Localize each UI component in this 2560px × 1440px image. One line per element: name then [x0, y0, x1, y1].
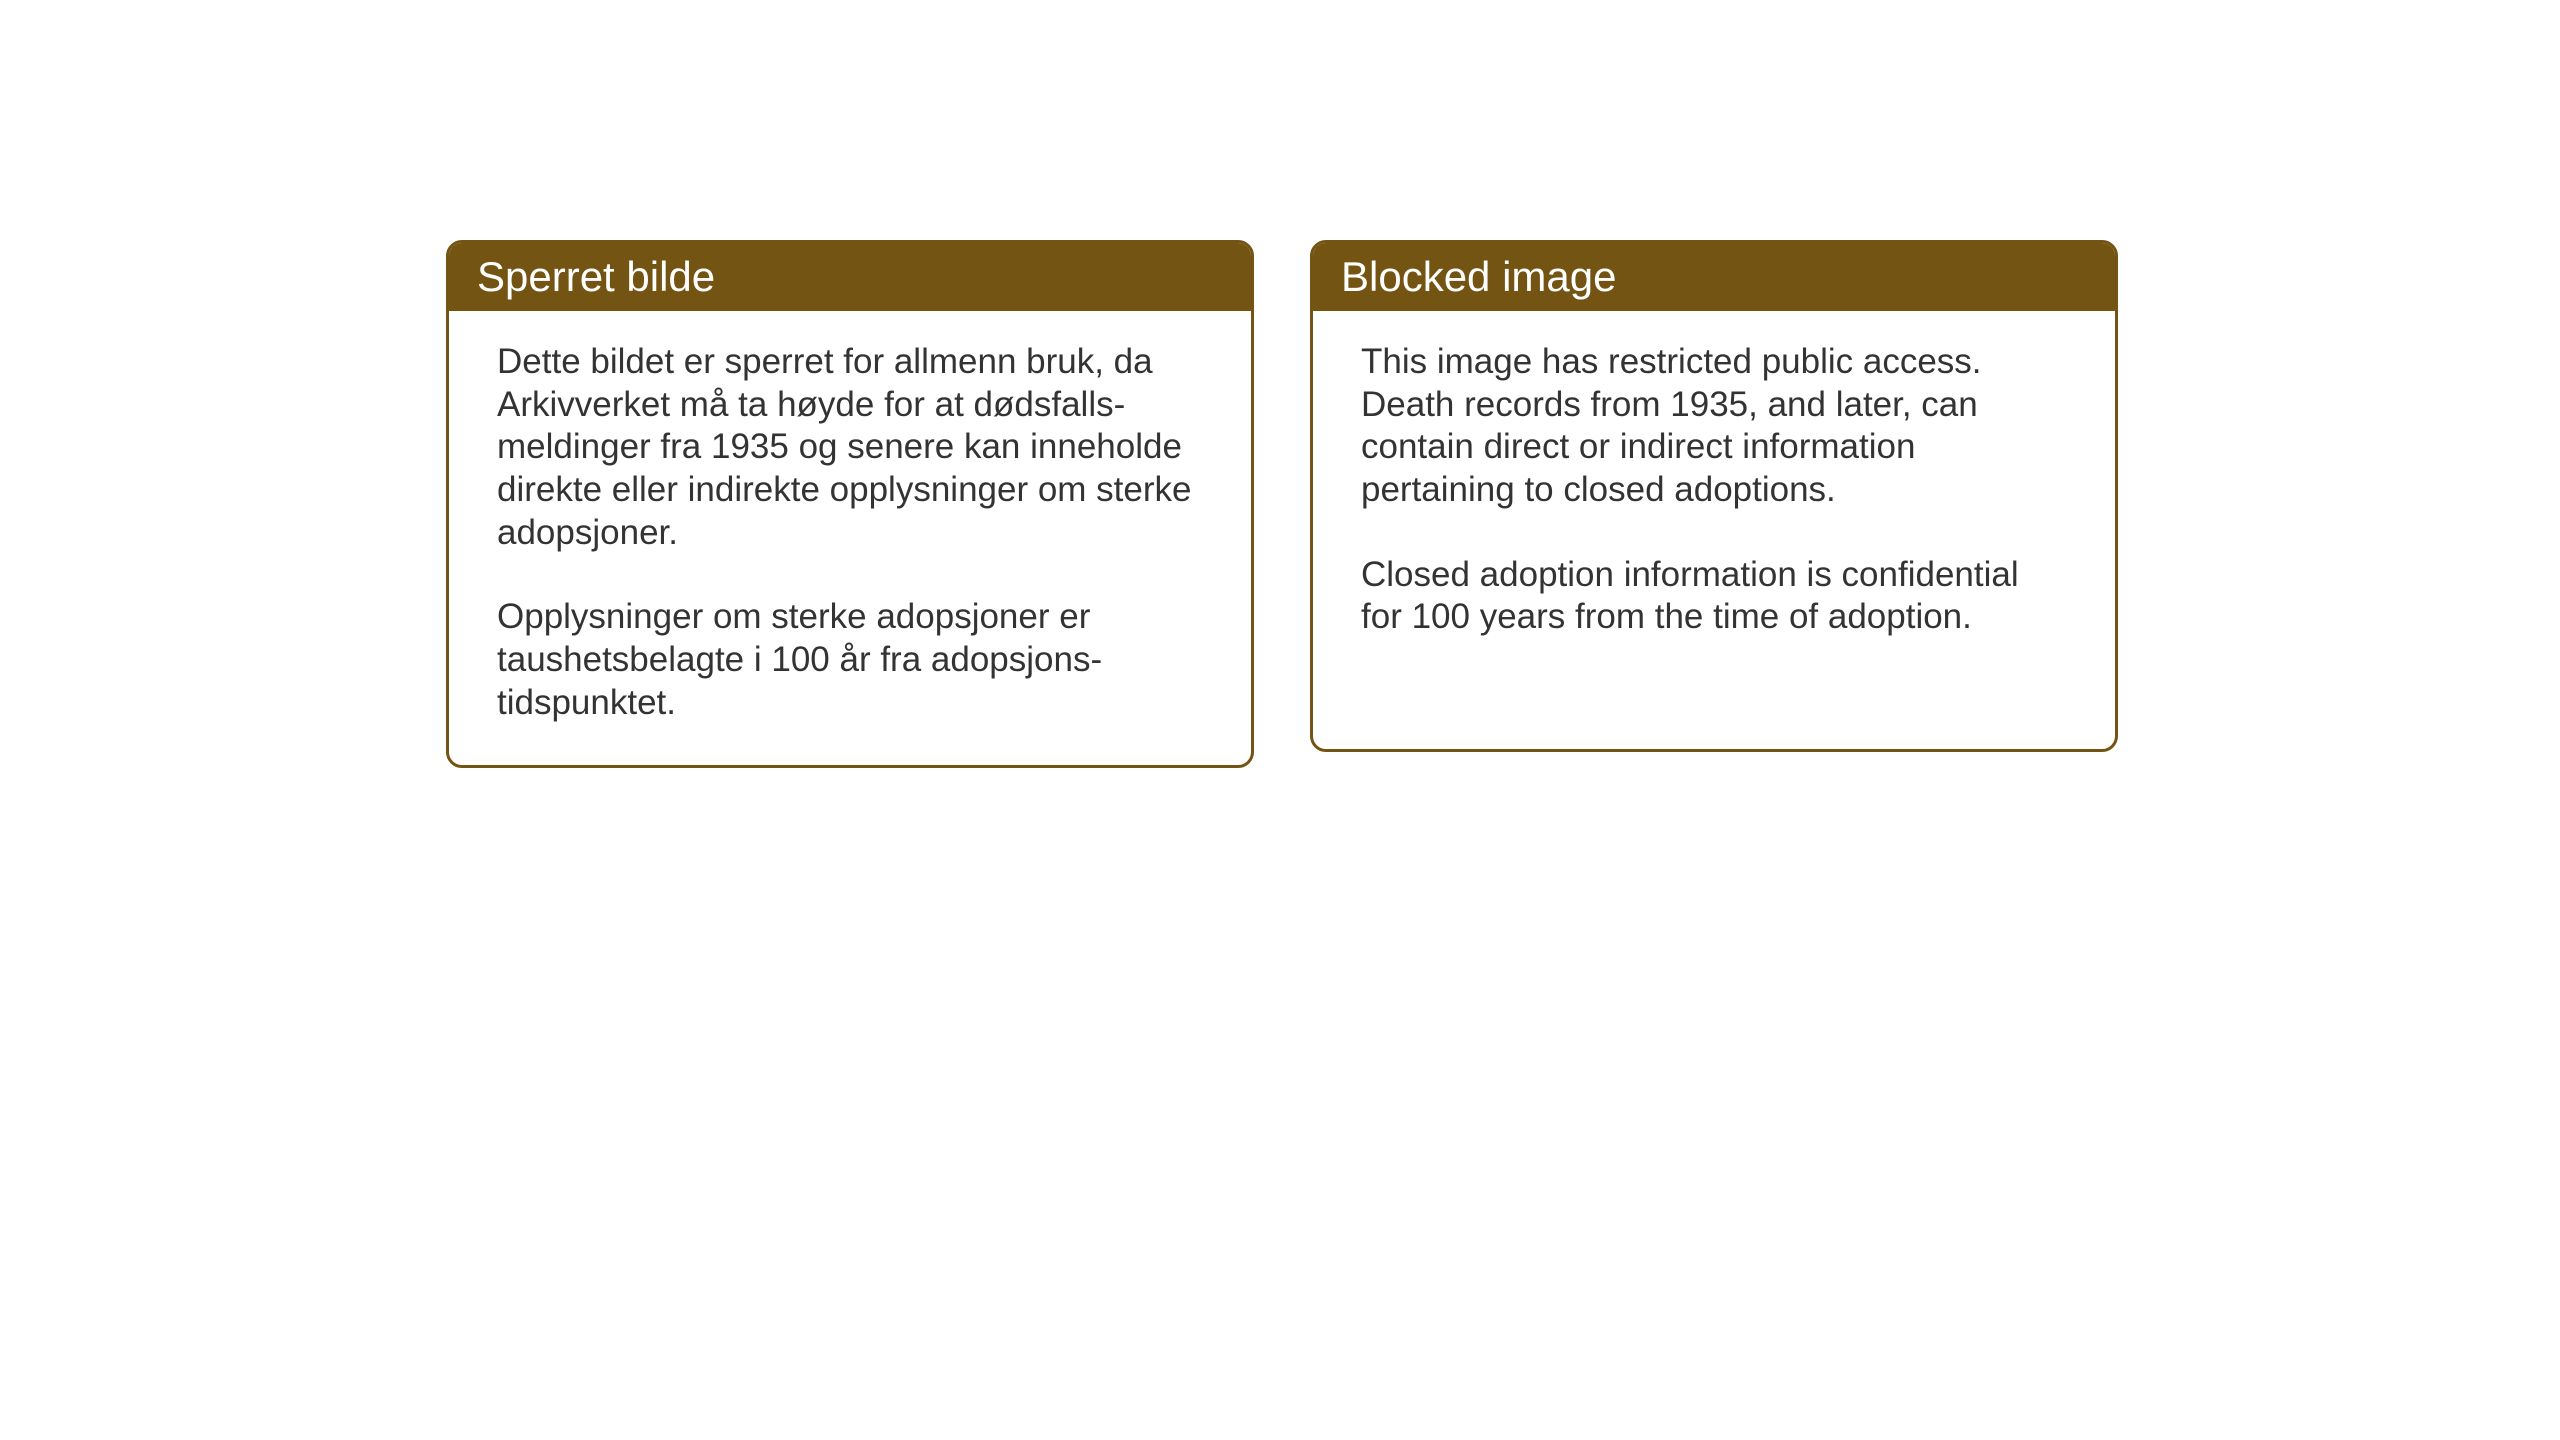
notice-paragraph: This image has restricted public access.…: [1361, 341, 2067, 512]
notice-paragraph: Closed adoption information is confident…: [1361, 554, 2067, 639]
notice-body-english: This image has restricted public access.…: [1313, 311, 2115, 679]
notice-paragraph: Dette bildet er sperret for allmenn bruk…: [497, 341, 1203, 554]
notice-paragraph: Opplysninger om sterke adopsjoner er tau…: [497, 596, 1203, 724]
notice-header-norwegian: Sperret bilde: [449, 243, 1251, 311]
notice-body-norwegian: Dette bildet er sperret for allmenn bruk…: [449, 311, 1251, 765]
notice-container: Sperret bilde Dette bildet er sperret fo…: [446, 240, 2118, 768]
notice-box-norwegian: Sperret bilde Dette bildet er sperret fo…: [446, 240, 1254, 768]
notice-header-english: Blocked image: [1313, 243, 2115, 311]
notice-box-english: Blocked image This image has restricted …: [1310, 240, 2118, 752]
